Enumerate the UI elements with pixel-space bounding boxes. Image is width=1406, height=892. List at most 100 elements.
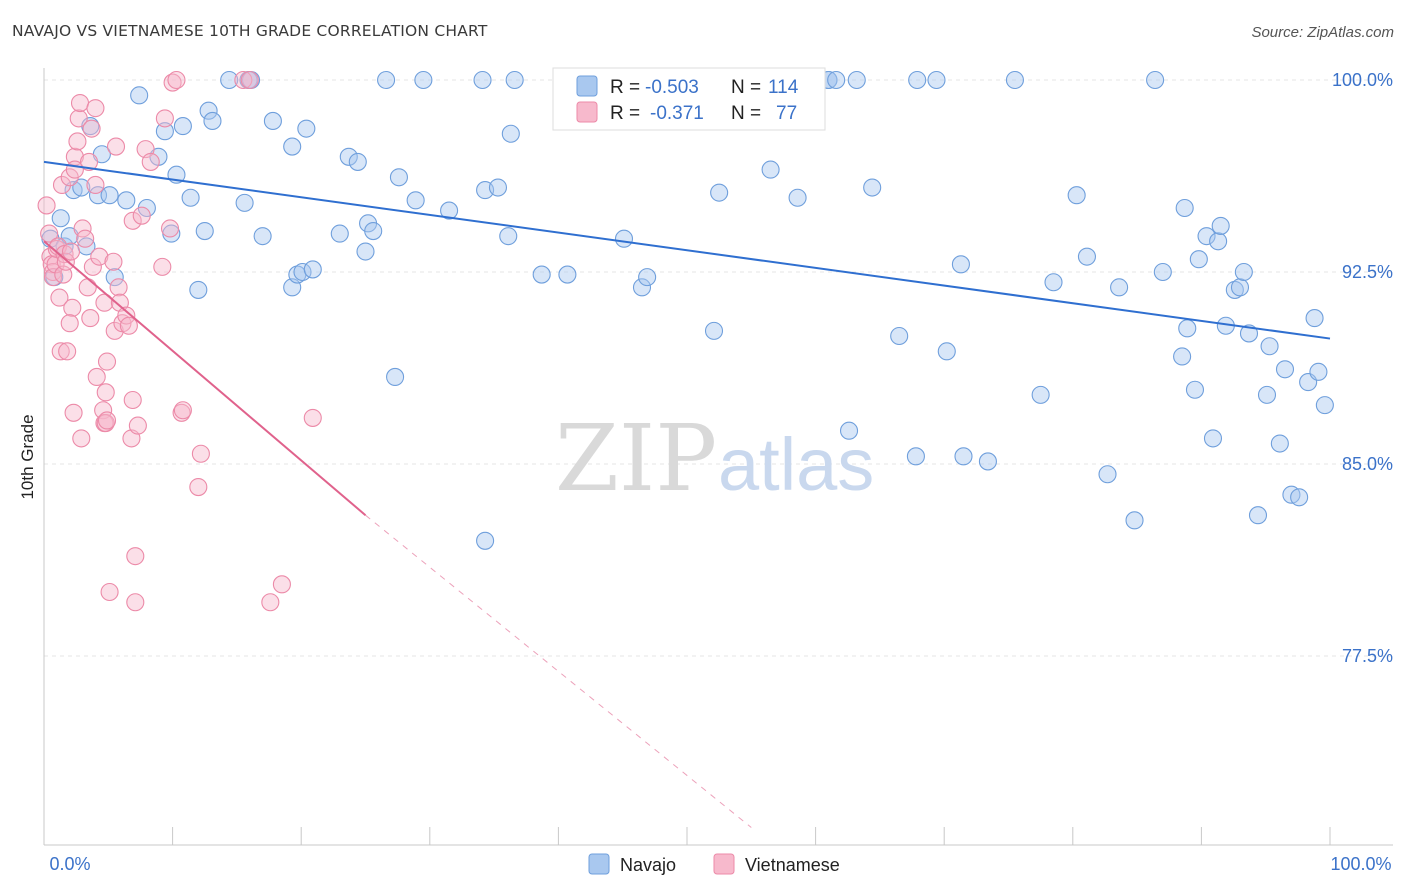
point-navajo <box>117 191 136 210</box>
point-vietnamese <box>132 206 151 225</box>
point-navajo <box>951 255 970 274</box>
point-navajo <box>1189 250 1208 269</box>
point-navajo <box>130 86 149 105</box>
point-navajo <box>505 70 524 90</box>
point-navajo <box>1067 186 1086 205</box>
point-vietnamese <box>82 119 101 138</box>
point-vietnamese <box>191 444 210 463</box>
point-navajo <box>100 186 119 205</box>
point-navajo <box>978 452 997 471</box>
point-navajo <box>863 178 882 197</box>
point-vietnamese <box>52 175 72 195</box>
point-vietnamese <box>96 383 115 402</box>
point-vietnamese <box>109 278 128 297</box>
point-vietnamese <box>303 408 322 427</box>
point-vietnamese <box>160 219 180 238</box>
point-navajo <box>614 229 634 248</box>
point-vietnamese <box>234 70 253 90</box>
point-navajo <box>1234 262 1253 282</box>
point-navajo <box>906 447 925 466</box>
point-navajo <box>293 262 312 282</box>
point-navajo <box>173 117 192 136</box>
bottom-legend-swatch-navajo <box>588 853 610 875</box>
point-navajo <box>937 342 956 361</box>
point-navajo <box>1211 216 1230 235</box>
trendlines <box>43 160 1331 828</box>
legend-box <box>552 67 826 131</box>
point-vietnamese <box>100 582 119 602</box>
point-navajo <box>558 265 577 284</box>
series-navajo <box>41 70 1334 550</box>
point-navajo <box>330 224 349 243</box>
bottom-legend-label-navajo: Navajo <box>620 855 676 875</box>
point-vietnamese <box>167 70 186 90</box>
point-vietnamese <box>58 342 77 361</box>
point-navajo <box>155 122 174 141</box>
point-navajo <box>638 268 657 287</box>
y-tick-label: 100.0% <box>1332 70 1393 90</box>
point-navajo <box>1270 434 1289 453</box>
point-navajo <box>263 111 282 131</box>
point-navajo <box>1305 309 1324 328</box>
trendline-vietnamese <box>43 240 367 516</box>
point-navajo <box>1225 280 1244 299</box>
point-navajo <box>406 191 425 210</box>
point-vietnamese <box>261 593 280 612</box>
point-vietnamese <box>173 401 192 420</box>
point-navajo <box>1005 70 1024 90</box>
point-vietnamese <box>70 93 90 113</box>
point-navajo <box>488 178 508 197</box>
legend-n-value-navajo: 114 <box>768 77 799 98</box>
point-vietnamese <box>68 132 87 151</box>
legend-r-value-navajo: -0.503 <box>645 77 699 98</box>
point-navajo <box>1203 429 1223 448</box>
point-navajo <box>1173 347 1192 366</box>
legend-r-label-navajo: R = <box>610 77 640 98</box>
point-navajo <box>235 193 254 212</box>
point-navajo <box>839 421 859 440</box>
bottom-legend: Navajo Vietnamese <box>588 853 840 875</box>
bottom-legend-label-vietnamese: Vietnamese <box>745 855 840 875</box>
point-vietnamese <box>86 99 105 118</box>
point-navajo <box>532 265 551 284</box>
point-vietnamese <box>95 293 114 312</box>
y-tick-label: 77.5% <box>1342 646 1393 666</box>
point-navajo <box>1077 247 1096 266</box>
point-navajo <box>1125 511 1144 530</box>
trendline-vietnamese-extension <box>365 514 752 828</box>
point-navajo <box>927 70 946 90</box>
point-navajo <box>499 227 518 246</box>
point-vietnamese <box>104 252 123 271</box>
bottom-legend-swatch-vietnamese <box>713 853 735 875</box>
point-navajo <box>72 178 91 197</box>
point-navajo <box>348 152 367 171</box>
point-navajo <box>1146 70 1165 90</box>
point-vietnamese <box>123 211 142 230</box>
point-vietnamese <box>87 367 106 387</box>
point-vietnamese <box>81 309 100 328</box>
point-navajo <box>189 280 208 299</box>
point-navajo <box>1209 232 1228 251</box>
point-vietnamese <box>123 390 142 410</box>
point-navajo <box>847 70 866 90</box>
point-vietnamese <box>141 152 160 171</box>
y-tick-label: 85.0% <box>1342 454 1393 474</box>
point-vietnamese <box>72 429 91 448</box>
point-vietnamese <box>153 257 172 276</box>
y-tick-label: 92.5% <box>1342 262 1393 282</box>
legend-n-value-vietnamese: 77 <box>776 103 797 124</box>
point-navajo <box>1098 465 1117 484</box>
point-navajo <box>890 326 909 346</box>
point-navajo <box>51 209 70 228</box>
point-navajo <box>954 447 973 466</box>
point-navajo <box>788 188 807 207</box>
point-navajo <box>1248 506 1268 525</box>
point-navajo <box>1260 337 1279 356</box>
legend-r-label-vietnamese: R = <box>610 103 640 124</box>
point-navajo <box>501 124 520 143</box>
point-navajo <box>414 70 433 90</box>
point-vietnamese <box>78 278 97 297</box>
point-vietnamese <box>97 352 117 371</box>
point-navajo <box>386 367 405 387</box>
